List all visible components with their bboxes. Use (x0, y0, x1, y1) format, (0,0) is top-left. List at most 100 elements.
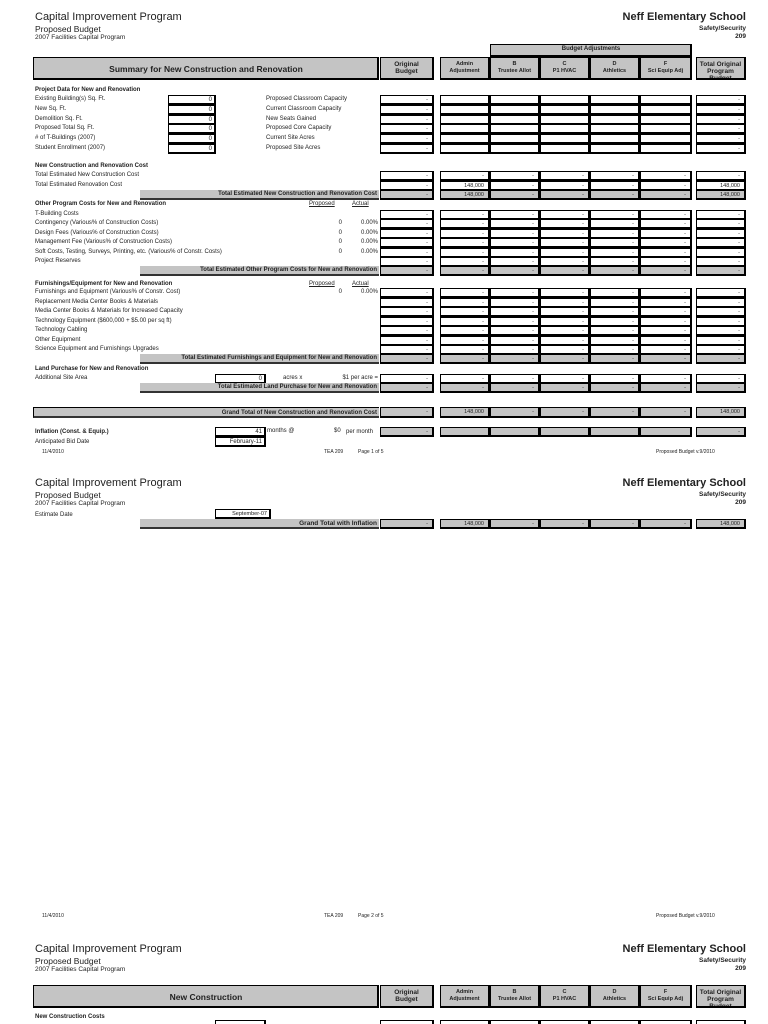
row-label: Existing Building(s) Sq. Ft. (35, 96, 106, 102)
value-cell: - (540, 335, 590, 346)
input-field[interactable]: 0 (168, 134, 216, 145)
row-label: New Sq. Ft. (35, 105, 67, 112)
value-cell (540, 104, 590, 115)
value-cell: - (380, 238, 434, 249)
actual-header: Actual (352, 201, 369, 207)
row-label: Other Equipment (35, 336, 81, 343)
value-cell (490, 144, 540, 154)
value-cell: - (590, 228, 640, 239)
report-title: Capital Improvement Program (35, 477, 182, 489)
months-input[interactable]: 41 (215, 427, 266, 437)
column-header-bottom: Adjustment (449, 996, 480, 1002)
value-cell: - (540, 247, 590, 258)
value-cell: - (640, 316, 692, 327)
value-cell: - (440, 247, 490, 258)
school-number: 209 (735, 33, 746, 40)
value-cell: - (440, 219, 490, 230)
proposed-value: 0 (338, 220, 342, 227)
value-cell (540, 427, 590, 437)
column-header-top: Admin (455, 989, 474, 995)
report-title: Capital Improvement Program (35, 943, 182, 955)
value-cell (540, 95, 590, 105)
value-cell: - (490, 354, 540, 364)
value-cell: - (440, 335, 490, 346)
value-cell: - (590, 247, 640, 258)
value-cell: - (490, 266, 540, 276)
value-cell: - (696, 326, 746, 336)
school-name: Neff Elementary School (622, 11, 746, 23)
row-label: Total Estimated Renovation Cost (35, 181, 123, 188)
value-cell: - (696, 288, 746, 298)
row-label: New Seats Gained (266, 115, 317, 122)
value-cell: - (590, 383, 640, 393)
value-cell: - (440, 383, 490, 393)
footer-form: TEA 209 (324, 913, 344, 919)
bid-date-input[interactable]: February-11 (215, 437, 266, 447)
value-cell: - (696, 171, 746, 181)
column-header: C P1 HVAC (540, 57, 590, 80)
row-label: Furnishings and Equipment (Various% of C… (35, 289, 181, 295)
section-heading: Project Data for New and Renovation (35, 87, 141, 93)
value-cell: - (640, 519, 692, 529)
value-cell: - (640, 335, 692, 346)
value-cell: - (640, 190, 692, 200)
row-label: Project Reserves (35, 258, 81, 264)
value-cell (590, 95, 640, 105)
value-cell: - (540, 407, 590, 418)
column-header: Total Original Program Budget (696, 57, 746, 80)
column-header-top: C (562, 61, 567, 67)
estimate-date-input[interactable]: September-07 (215, 509, 271, 519)
value-cell: - (590, 288, 640, 298)
value-cell (490, 134, 540, 145)
column-header-bottom: Budget (709, 75, 732, 80)
value-cell (540, 144, 590, 154)
estimate-date-label: Estimate Date (35, 512, 73, 518)
value-cell: - (590, 171, 640, 181)
value-cell: - (380, 307, 434, 317)
section-heading: New Construction Costs (35, 1014, 105, 1020)
report-subtitle: Proposed Budget (35, 490, 101, 500)
school-name: Neff Elementary School (622, 477, 746, 489)
value-cell: - (380, 297, 434, 308)
value-cell (490, 104, 540, 115)
row-label: Student Enrollment (2007) (35, 145, 106, 151)
column-header-top: B (512, 989, 517, 995)
value-cell: - (380, 171, 434, 181)
value-cell: - (590, 219, 640, 230)
input-field[interactable]: 0 (168, 124, 216, 135)
value-cell: - (380, 134, 434, 145)
value-cell: - (590, 238, 640, 249)
value-cell: - (380, 104, 434, 115)
section-heading: Furnishings/Equipment for New and Renova… (35, 281, 173, 287)
value-cell (640, 1020, 692, 1024)
value-cell: - (490, 519, 540, 529)
column-header-bottom: P1 HVAC (552, 68, 577, 74)
column-header: F Sci Equip Adj (640, 57, 692, 80)
value-cell: - (380, 407, 434, 418)
column-header: C P1 HVAC (540, 985, 590, 1008)
row-label: Total Estimated New Construction Cost (35, 172, 140, 178)
footer-page: Page 2 of 5 (358, 913, 384, 919)
input-field[interactable]: 0 (168, 144, 216, 154)
input-field[interactable]: 0 (168, 95, 216, 105)
total-label: Total Estimated Furnishings and Equipmen… (140, 354, 379, 364)
value-cell: - (696, 114, 746, 125)
value-cell: - (640, 228, 692, 239)
row-label: # of T-Buildings (2007) (35, 135, 96, 142)
value-cell: - (440, 354, 490, 364)
input-field[interactable]: 0 (168, 114, 216, 125)
value-cell: - (490, 238, 540, 249)
value-cell (640, 134, 692, 145)
value-cell: - (540, 219, 590, 230)
value-cell: - (640, 180, 692, 191)
input-field[interactable]: 0 (168, 104, 216, 115)
column-header-bottom: Athletics (602, 996, 627, 1002)
column-header-top: B (512, 61, 517, 67)
value-cell (590, 144, 640, 154)
proposed-value: 0 (338, 248, 342, 255)
value-cell (590, 124, 640, 135)
value-cell: - (380, 247, 434, 258)
value-cell: - (590, 335, 640, 346)
column-header-bottom: Sci Equip Adj (647, 996, 684, 1002)
value-cell (490, 1020, 540, 1024)
